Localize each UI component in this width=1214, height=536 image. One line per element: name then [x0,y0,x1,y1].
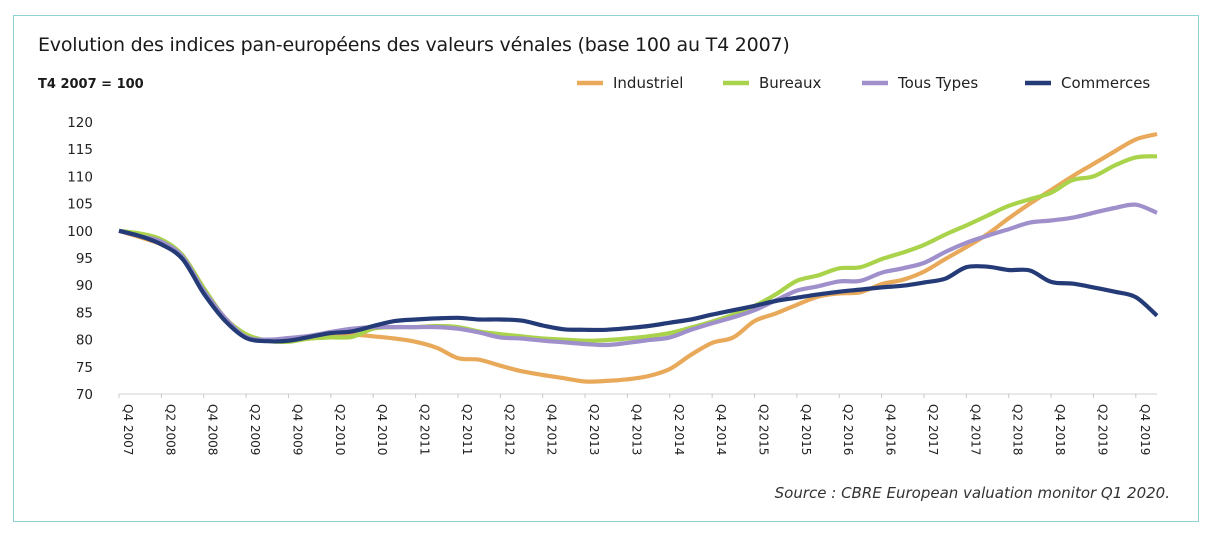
x-tick-label: Q4 2016 [884,404,898,455]
x-tick-label: Q4 2019 [1138,404,1152,455]
x-tick-label: Q4 2008 [206,404,220,455]
series-line-industriel [118,131,1158,384]
chart-source: Source : CBRE European valuation monitor… [774,484,1170,502]
x-tick-label: Q2 2015 [757,404,771,455]
legend-label-tous-types: Tous Types [897,74,978,92]
y-tick-label: 95 [76,251,93,267]
legend-label-commerces: Commerces [1061,74,1150,92]
x-tick-label: Q4 2009 [290,404,304,455]
x-tick-label: Q4 2007 [121,404,135,455]
legend-label-industriel: Industriel [613,74,683,92]
x-tick-label: Q2 2018 [1011,404,1025,455]
x-tick-label: Q4 2014 [714,404,728,455]
x-tick-label: Q2 2011 [460,404,474,455]
x-tick-label: Q2 2014 [672,404,686,455]
series-line-bureaux [118,154,1158,345]
x-tick-label: Q2 2013 [587,404,601,455]
y-axis: 70 75 80 85 90 95 100 105 110 115 120 [67,115,93,403]
y-tick-label: 85 [76,305,93,321]
x-tick-label: Q4 2013 [629,404,643,455]
x-tick-label: Q4 2015 [799,404,813,455]
series-line-tous-types [118,202,1158,348]
x-tick-label: Q4 2010 [375,404,389,455]
y-tick-label: 75 [76,360,93,376]
x-tick-label: Q4 2018 [1053,404,1067,455]
x-tick-label: Q2 2016 [841,404,855,455]
x-tick-label: Q2 2009 [248,404,262,455]
x-tick-label: Q4 2012 [545,404,559,455]
x-tick-label: Q2 2019 [1095,404,1109,455]
y-tick-label: 90 [76,278,93,294]
chart-title: Evolution des indices pan-européens des … [38,34,790,56]
y-tick-label: 100 [67,224,93,240]
y-tick-label: 120 [67,115,93,131]
y-tick-label: 105 [67,197,93,213]
x-tick-label: Q4 2017 [968,404,982,455]
chart-subtitle: T4 2007 = 100 [38,77,144,92]
x-tick-label: Q2 2011 [418,404,432,455]
legend: Industriel Bureaux Tous Types Commerces [577,74,1150,92]
series-line-commerces [118,228,1159,344]
x-tick-label: Q2 2012 [502,404,516,455]
y-tick-label: 115 [67,142,93,158]
y-tick-label: 70 [76,387,93,403]
x-tick-label: Q2 2008 [163,404,177,455]
x-axis: Q4 2007 Q2 2008 Q4 2008 Q2 2009 Q4 2009 Q2 20… [118,393,1157,455]
x-tick-label: Q2 2017 [926,404,940,455]
y-tick-label: 110 [67,169,93,185]
y-tick-label: 80 [76,333,93,349]
legend-label-bureaux: Bureaux [759,74,822,92]
x-tick-label: Q2 2010 [333,404,347,455]
series-lines [118,131,1159,384]
